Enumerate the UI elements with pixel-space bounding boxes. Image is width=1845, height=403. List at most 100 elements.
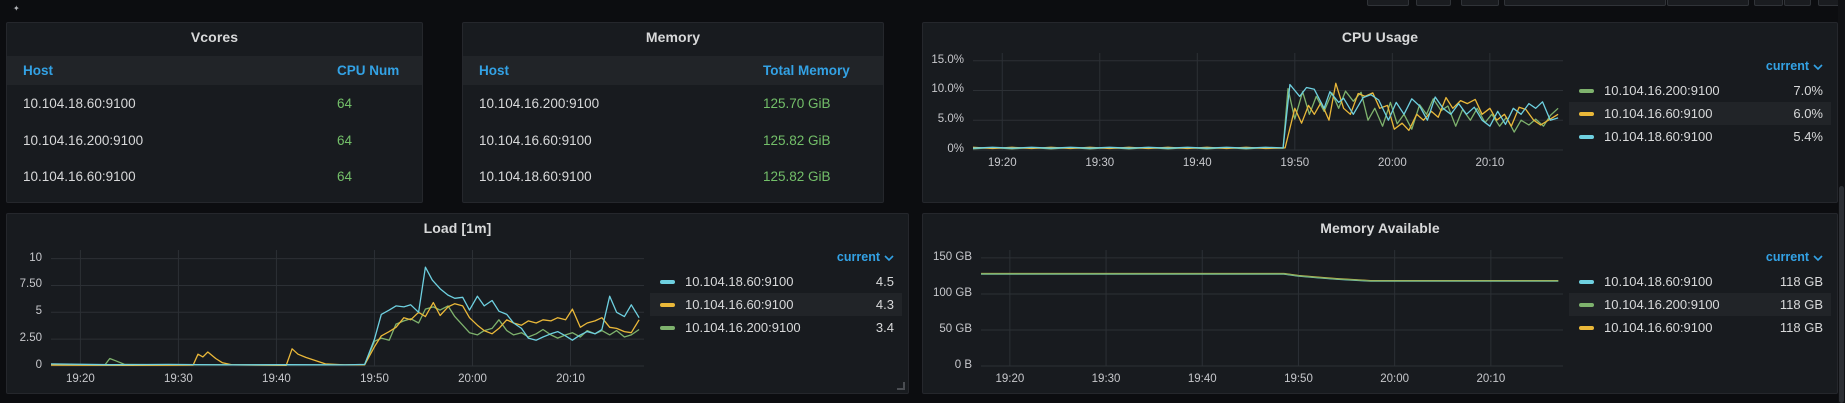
table-row: 10.104.16.200:9100 125.70 GiB [463,85,883,122]
toolbar-button[interactable] [1461,0,1499,6]
series-line [973,88,1559,150]
value-cell: 64 [337,96,353,111]
y-axis-tick-label: 0 B [954,359,972,371]
chart-plot-area[interactable] [51,250,644,368]
y-axis-tick-label: 5.0% [937,113,964,126]
series-color-swatch[interactable] [660,325,675,330]
series-name[interactable]: 10.104.16.200:9100 [685,320,801,335]
series-name[interactable]: 10.104.16.60:9100 [1604,320,1713,335]
legend-sort-current[interactable]: current [650,250,894,264]
x-axis-tick-label: 19:30 [1091,373,1121,385]
toolbar-button[interactable] [1367,0,1409,6]
toolbar-button[interactable] [1818,0,1845,6]
chart-legend: current 10.104.18.60:9100 4.5 10.104.16.60:… [650,214,902,385]
series-color-swatch[interactable] [1579,111,1594,116]
series-current-value: 4.3 [875,297,894,312]
panel-resize-handle[interactable] [897,382,906,391]
refresh-button[interactable] [1754,0,1783,6]
time-range-button[interactable] [1504,0,1666,6]
sparkle-icon: ✦ [13,4,20,13]
series-line [981,273,1559,282]
series-line [51,305,640,366]
series-color-swatch[interactable] [1579,325,1594,330]
y-axis-tick-label: 100 GB [933,286,972,299]
column-header-value[interactable]: Total Memory [763,63,850,78]
legend-row: 10.104.16.60:9100 118 GB [1569,316,1831,339]
legend-row: 10.104.16.200:9100 118 GB [1569,293,1831,316]
series-name[interactable]: 10.104.18.60:9100 [685,274,794,289]
panel-cpu-usage: CPU Usage 0% 5.0% 10.0% 15.0% 19:20 19:30 19:4… [922,22,1838,203]
legend-row: 10.104.16.200:9100 7.0% [1569,79,1831,102]
x-axis-tick-label: 20:10 [1476,373,1506,385]
legend-row: 10.104.18.60:9100 118 GB [1569,270,1831,293]
x-axis-tick-label: 20:00 [1377,157,1407,169]
series-current-value: 3.4 [875,320,894,335]
value-cell: 125.82 GiB [763,132,831,148]
x-axis-tick-label: 19:50 [1280,157,1310,169]
host-cell: 10.104.16.60:9100 [23,169,136,185]
series-current-value: 118 GB [1779,297,1823,312]
value-cell: 64 [337,132,353,148]
series-current-value: 7.0% [1793,83,1823,98]
series-line [973,83,1559,149]
series-color-swatch[interactable] [660,302,675,307]
y-axis-tick-label: 10 [29,251,42,264]
legend-row: 10.104.16.200:9100 3.4 [650,316,902,339]
series-name[interactable]: 10.104.18.60:9100 [1604,274,1713,289]
legend-sort-current[interactable]: current [1569,250,1823,264]
y-axis-tick-label: 2.50 [19,332,42,345]
chart-plot-area[interactable] [981,250,1563,368]
scrollbar-track[interactable] [1838,0,1845,403]
series-name[interactable]: 10.104.16.200:9100 [1604,83,1720,98]
x-axis-tick-label: 19:50 [1284,373,1313,385]
chart-legend: current 10.104.16.200:9100 7.0% 10.104.16.6… [1569,23,1831,194]
panel-title[interactable]: CPU Usage [1341,29,1419,45]
time-zoom-button[interactable] [1667,0,1749,6]
series-current-value: 6.0% [1793,106,1823,121]
panel-title[interactable]: Vcores [190,29,239,45]
series-color-swatch[interactable] [1579,134,1594,139]
x-axis-tick-label: 20:00 [458,373,487,385]
series-line [51,266,640,366]
series-name[interactable]: 10.104.16.60:9100 [685,297,794,312]
column-header-host[interactable]: Host [23,63,53,78]
toolbar-button[interactable] [1416,0,1451,6]
x-axis-tick-label: 19:50 [360,373,389,385]
panel-title[interactable]: Load [1m] [423,220,492,236]
x-axis-tick-label: 19:20 [66,373,95,385]
host-cell: 10.104.16.200:9100 [479,96,600,111]
series-current-value: 4.5 [875,274,894,289]
x-axis-tick-label: 19:30 [164,373,193,385]
series-color-swatch[interactable] [660,279,675,284]
table-header-row: Host CPU Num [7,56,422,85]
x-axis-tick-label: 19:30 [1085,157,1115,169]
column-header-host[interactable]: Host [479,63,509,78]
series-current-value: 5.4% [1793,129,1823,144]
column-header-value[interactable]: CPU Num [337,63,400,78]
panel-load-1m: Load [1m] 0 2.50 5 7.50 10 19:20 19:30 19:40 19:… [6,213,909,394]
series-name[interactable]: 10.104.18.60:9100 [1604,129,1713,144]
x-axis-tick-label: 19:20 [987,157,1017,169]
x-axis-tick-label: 20:10 [1475,157,1505,169]
refresh-interval-button[interactable] [1784,0,1811,6]
series-name[interactable]: 10.104.16.60:9100 [1604,106,1713,121]
x-axis-tick-label: 19:40 [262,373,291,385]
chevron-down-icon [884,255,894,261]
host-cell: 10.104.16.60:9100 [479,132,592,148]
legend-sort-current[interactable]: current [1569,59,1823,73]
series-color-swatch[interactable] [1579,88,1594,93]
table-row: 10.104.16.200:9100 64 [7,122,422,159]
series-color-swatch[interactable] [1579,302,1594,307]
legend-row: 10.104.16.60:9100 6.0% [1569,102,1831,125]
panel-title[interactable]: Memory Available [1320,220,1440,236]
chart-plot-area[interactable] [973,53,1563,152]
panel-title[interactable]: Memory [645,29,701,45]
y-axis-tick-label: 50 GB [939,322,972,335]
y-axis-tick-label: 0 [35,359,42,371]
host-cell: 10.104.18.60:9100 [479,169,592,185]
x-axis-tick-label: 19:40 [1187,373,1217,385]
series-name[interactable]: 10.104.16.200:9100 [1604,297,1720,312]
table-row: 10.104.16.60:9100 125.82 GiB [463,122,883,159]
scrollbar-thumb[interactable] [1839,186,1844,403]
series-color-swatch[interactable] [1579,279,1594,284]
